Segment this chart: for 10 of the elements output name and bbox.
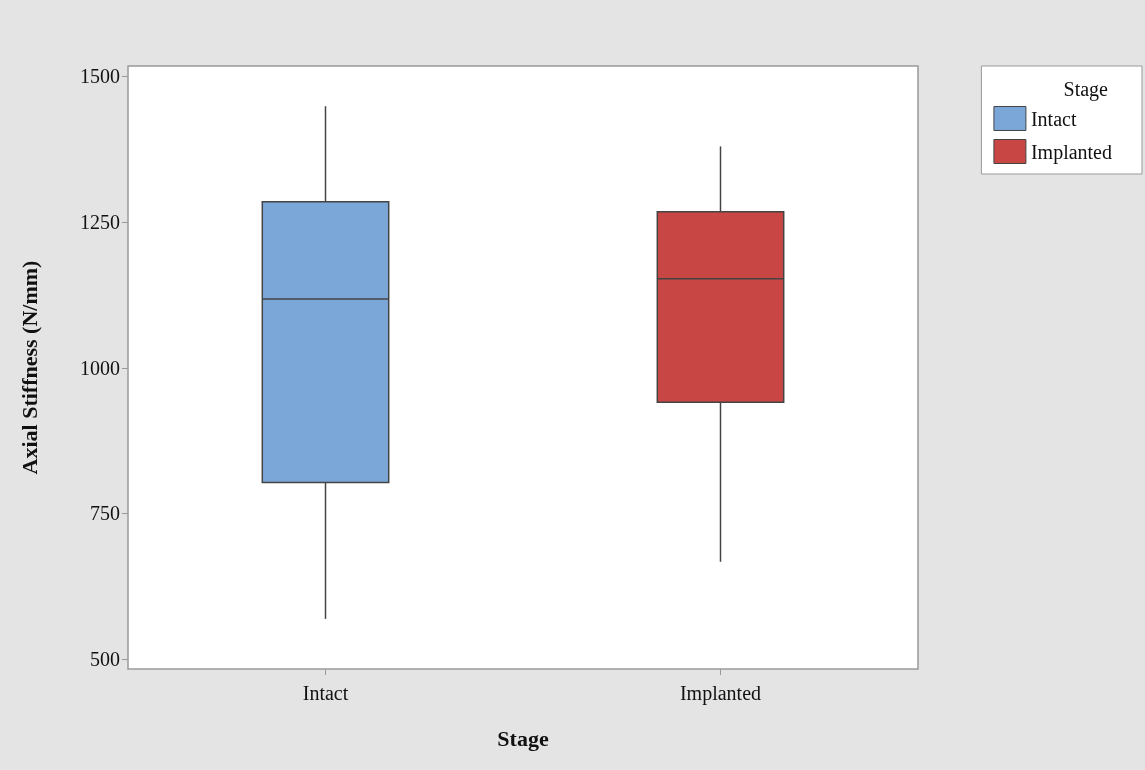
y-tick-label: 1500	[80, 65, 120, 88]
y-tick-label: 1250	[80, 211, 120, 234]
legend-title: Stage	[1063, 78, 1109, 101]
y-tick-label: 1000	[80, 356, 120, 379]
y-axis-title: Axial Stiffness (N/mm)	[16, 260, 42, 475]
y-tick-label: 500	[90, 648, 120, 671]
x-axis-title: Stage	[497, 725, 549, 751]
y-tick-label: 750	[90, 502, 120, 525]
legend-label: Intact	[1030, 107, 1077, 130]
legend-label: Implanted	[1030, 140, 1113, 164]
